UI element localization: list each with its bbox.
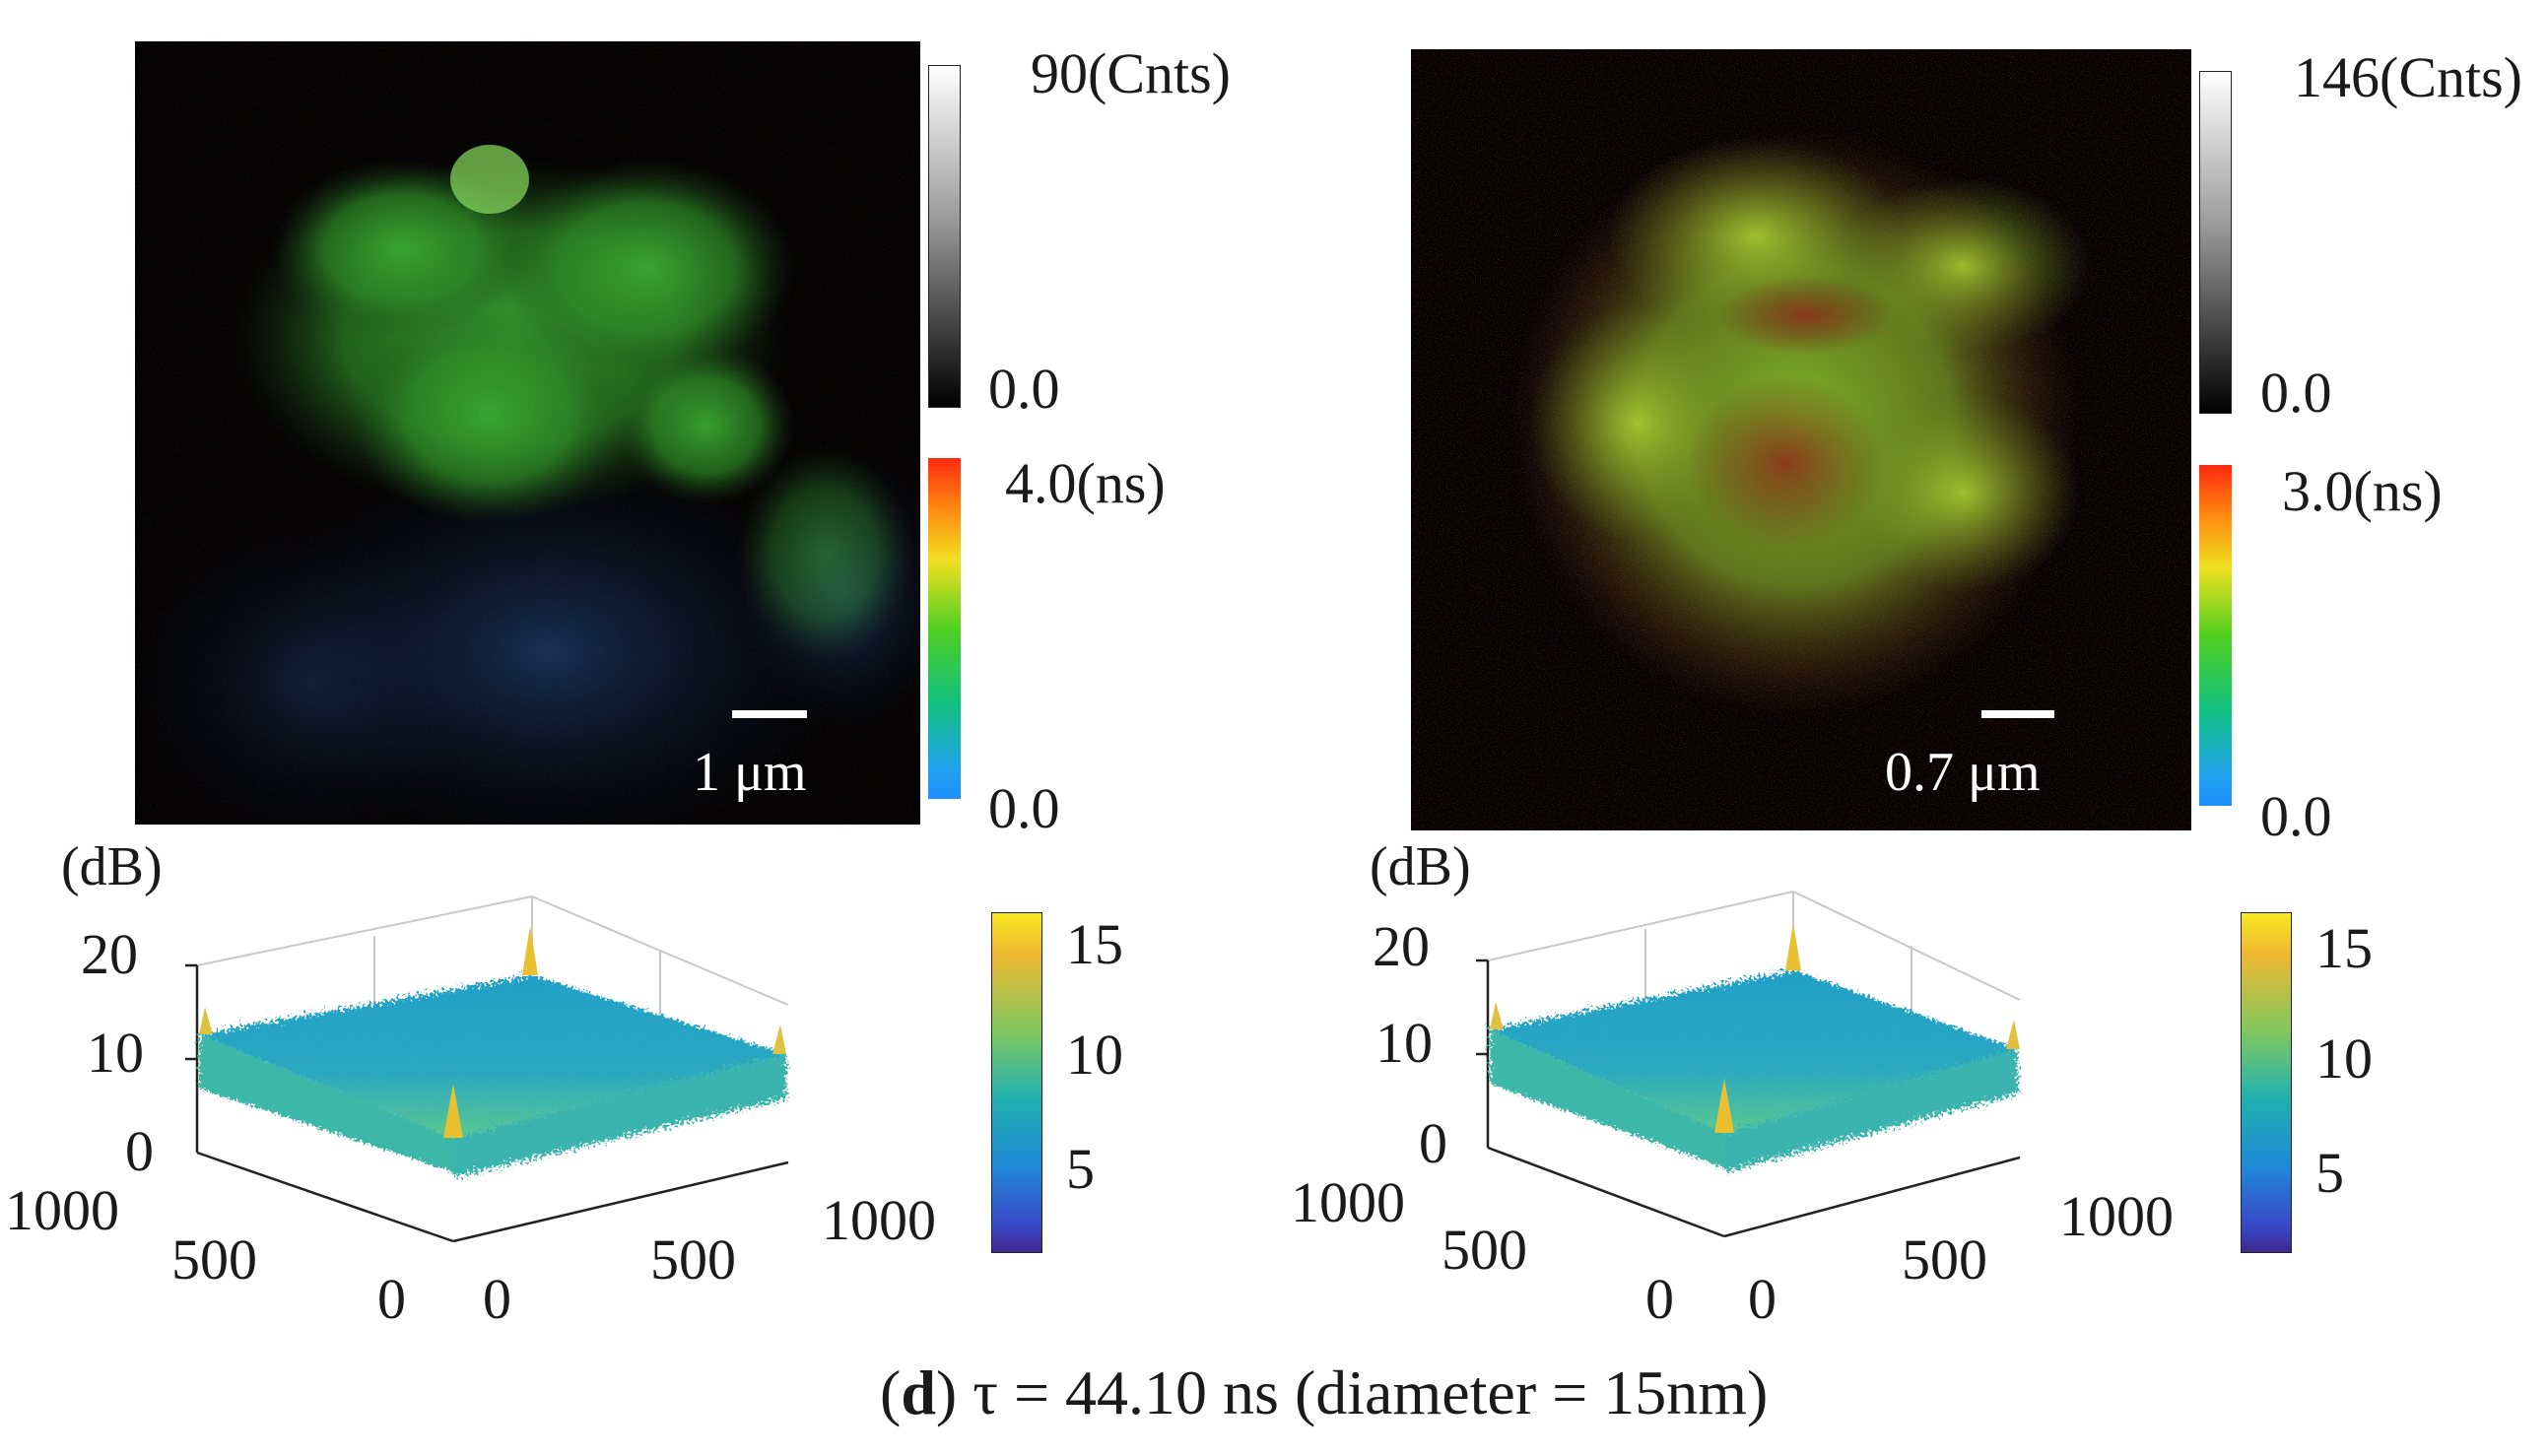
spectrum-surface-right	[1468, 882, 2040, 1256]
intensity-colorbar-right	[2199, 71, 2232, 414]
spectrum-ztick-right-20: 20	[1373, 914, 1430, 978]
spectrum-ztick-left-0: 0	[125, 1119, 154, 1183]
panel-letter: d	[901, 1357, 936, 1427]
spectrum-xtick-right-1000: 1000	[1291, 1170, 1405, 1234]
scale-bar-label-left: 1 μm	[693, 742, 807, 803]
lifetime-colorbar-left	[928, 458, 961, 799]
scale-bar-right	[1981, 710, 2054, 718]
flim-image-left	[135, 41, 920, 825]
spectrum-xtick-right-0: 0	[1645, 1267, 1674, 1331]
lifetime-max-label-left: 4.0(ns)	[1005, 451, 1166, 515]
spectrum-zlabel-right: (dB)	[1370, 836, 1471, 897]
spectrum-cbtick-right-15: 15	[2315, 916, 2373, 980]
spectrum-surface-left	[177, 887, 808, 1261]
flim-image-right	[1411, 49, 2191, 830]
intensity-max-label-left: 90(Cnts)	[1031, 41, 1231, 105]
spectrum-xtick-right-500: 500	[1442, 1218, 1527, 1282]
spectrum-ytick-left-500: 500	[650, 1227, 736, 1291]
spectrum-ytick-left-0: 0	[483, 1267, 511, 1331]
intensity-min-label-right: 0.0	[2260, 361, 2332, 425]
lifetime-colorbar-right	[2199, 465, 2232, 806]
figure-caption: (d) τ = 44.10 ns (diameter = 15nm)	[880, 1357, 1769, 1427]
spectrum-zlabel-left: (dB)	[61, 836, 163, 897]
spectrum-ytick-right-0: 0	[1748, 1267, 1777, 1331]
lifetime-min-label-left: 0.0	[988, 776, 1060, 840]
spectrum-ztick-right-10: 10	[1375, 1011, 1433, 1075]
spectrum-cbtick-left-10: 10	[1066, 1023, 1123, 1087]
spectrum-ytick-right-1000: 1000	[2059, 1184, 2174, 1248]
intensity-min-label-left: 0.0	[988, 357, 1060, 421]
scale-bar-label-right: 0.7 μm	[1885, 742, 2041, 803]
spectrum-cbtick-right-5: 5	[2315, 1141, 2344, 1205]
scale-bar-left	[732, 710, 807, 718]
spectrum-ztick-left-10: 10	[87, 1021, 144, 1085]
spectrum-colorbar-right	[2241, 912, 2292, 1253]
caption-text: τ = 44.10 ns (diameter = 15nm)	[957, 1357, 1769, 1427]
spectrum-cbtick-left-15: 15	[1066, 912, 1123, 976]
spectrum-colorbar-left	[991, 912, 1042, 1253]
lifetime-min-label-right: 0.0	[2260, 784, 2332, 848]
spectrum-xtick-left-500: 500	[171, 1227, 257, 1291]
spectrum-ztick-left-20: 20	[81, 922, 138, 986]
spectrum-ytick-left-1000: 1000	[822, 1188, 936, 1252]
intensity-max-label-right: 146(Cnts)	[2294, 45, 2522, 109]
spectrum-ytick-right-500: 500	[1902, 1227, 1987, 1291]
lifetime-max-label-right: 3.0(ns)	[2282, 459, 2443, 523]
intensity-colorbar-left	[928, 65, 961, 408]
spectrum-xtick-left-1000: 1000	[5, 1178, 119, 1242]
spectrum-cbtick-left-5: 5	[1066, 1137, 1095, 1201]
spectrum-cbtick-right-10: 10	[2315, 1026, 2373, 1091]
spectrum-ztick-right-0: 0	[1419, 1111, 1447, 1175]
spectrum-xtick-left-0: 0	[377, 1267, 406, 1331]
